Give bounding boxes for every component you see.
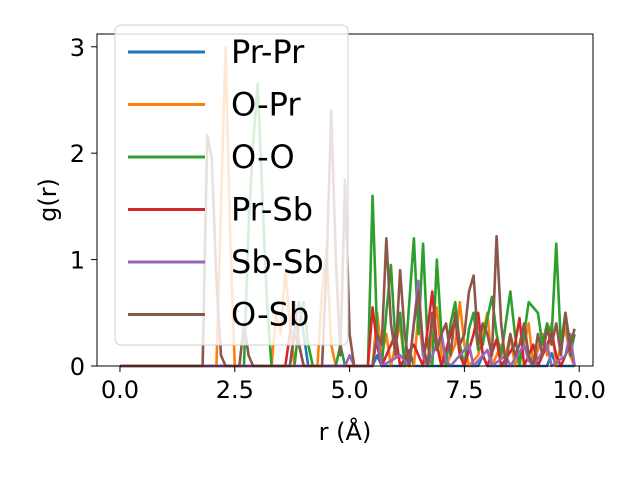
series-line-o-sb bbox=[119, 109, 576, 368]
y-tick-label: 3 bbox=[70, 34, 85, 62]
legend-label-o-pr: O-Pr bbox=[231, 86, 301, 124]
x-tick-label: 2.5 bbox=[216, 376, 254, 404]
legend-label-o-o: O-O bbox=[231, 138, 295, 176]
x-axis-label: r (Å) bbox=[319, 417, 372, 446]
x-tick-label: 10.0 bbox=[553, 376, 606, 404]
x-tick-label: 7.5 bbox=[445, 376, 483, 404]
x-tick-label: 5.0 bbox=[331, 376, 369, 404]
legend-label-sb-sb: Sb-Sb bbox=[231, 243, 324, 281]
x-axis: 0.0 2.5 5.0 7.5 10.0 bbox=[101, 366, 606, 404]
y-axis-label: g(r) bbox=[34, 178, 62, 222]
legend: Pr-Pr O-Pr O-O Pr-Sb Sb-Sb O-Sb bbox=[114, 24, 349, 346]
legend-label-pr-sb: Pr-Sb bbox=[231, 191, 313, 229]
series-line-pr-sb bbox=[119, 290, 576, 368]
legend-label-o-sb: O-Sb bbox=[231, 296, 309, 334]
y-tick-label: 2 bbox=[70, 140, 85, 168]
legend-label-pr-pr: Pr-Pr bbox=[231, 33, 305, 71]
y-tick-label: 0 bbox=[70, 353, 85, 381]
x-tick-label: 0.0 bbox=[101, 376, 139, 404]
y-axis: 0 1 2 3 bbox=[70, 34, 97, 381]
y-tick-label: 1 bbox=[70, 247, 85, 275]
